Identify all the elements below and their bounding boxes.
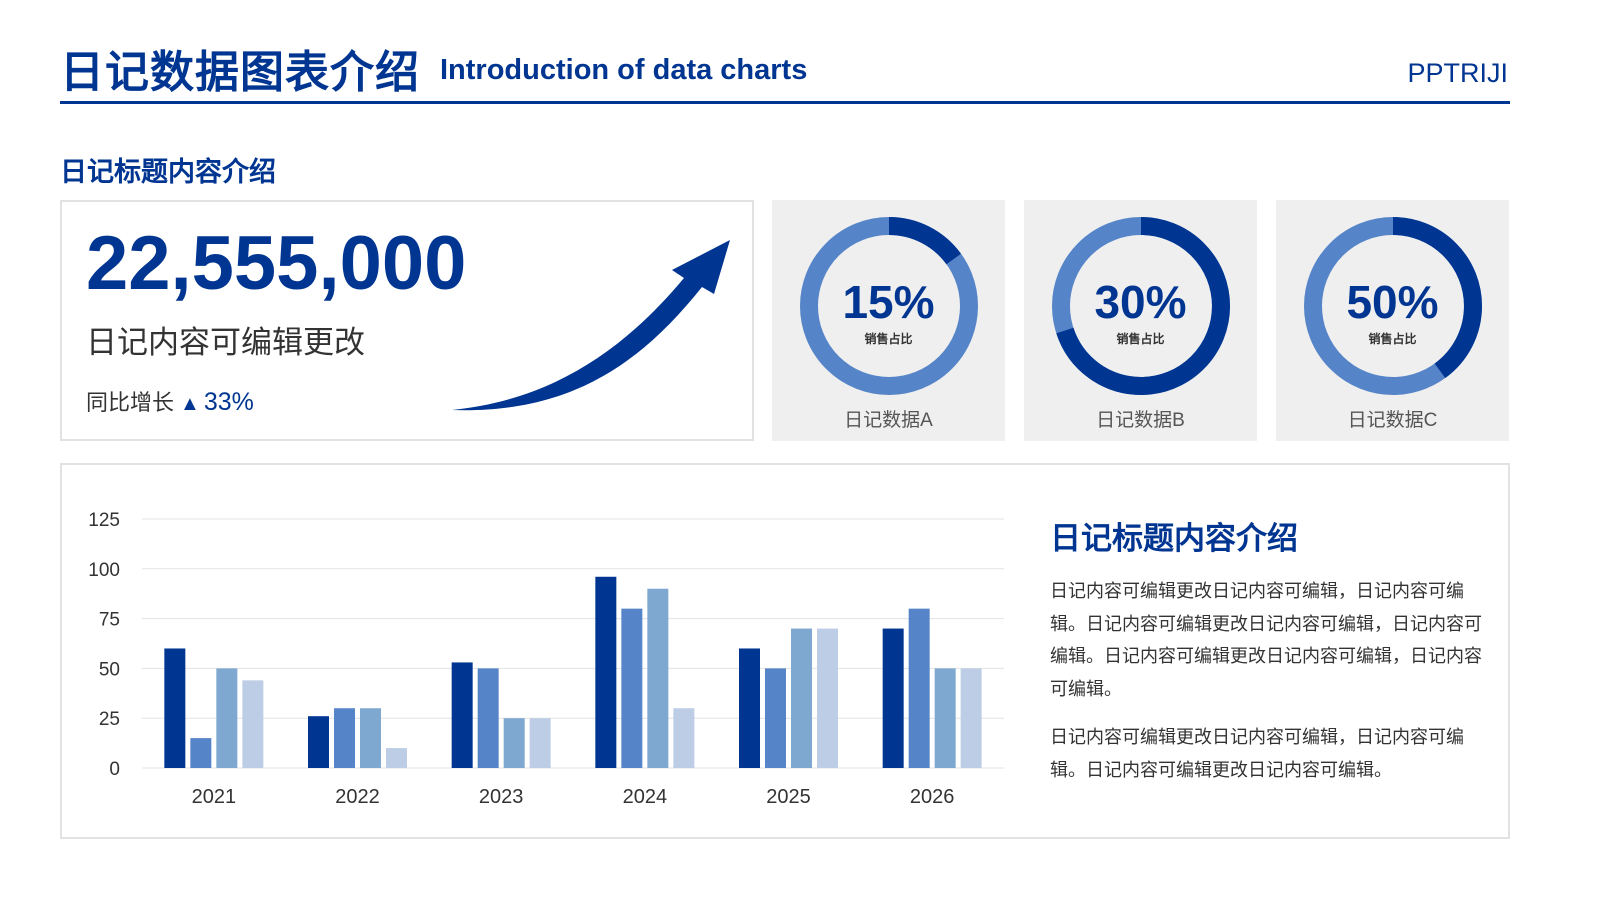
- bar: [960, 668, 982, 768]
- donut-card-a: 15% 销售占比 日记数据A: [772, 200, 1005, 441]
- bar: [529, 718, 551, 768]
- donut-arc: [1304, 217, 1482, 395]
- bar: [216, 668, 238, 768]
- bar: [451, 662, 473, 768]
- bar: [647, 588, 669, 768]
- bar: [360, 708, 381, 768]
- donut-chart-a: [800, 217, 978, 395]
- y-tick-label: 0: [109, 759, 120, 780]
- growth-arrow-icon: [452, 240, 730, 411]
- bar: [477, 668, 499, 768]
- bar: [882, 628, 904, 768]
- donut-percent: 15%: [842, 276, 935, 328]
- header-divider: [60, 101, 1510, 104]
- donut-chart-c: [1304, 217, 1482, 395]
- stat-growth: 同比增长 ▲ 33%: [86, 385, 254, 417]
- triangle-up-icon: ▲: [180, 393, 200, 415]
- x-tick-label: 2021: [192, 786, 237, 808]
- donut-name: 日记数据C: [1347, 410, 1438, 431]
- donut-sub-label: 销售占比: [1368, 332, 1417, 346]
- panel-paragraph-1: 日记内容可编辑更改日记内容可编辑，日记内容可编辑。日记内容可编辑更改日记内容可编…: [1050, 581, 1482, 699]
- bar: [739, 648, 760, 768]
- bar: [934, 668, 956, 768]
- growth-value: 33%: [203, 388, 254, 416]
- donut-name: 日记数据B: [1096, 410, 1185, 431]
- panel-title: 日记标题内容介绍: [1050, 521, 1298, 556]
- panel-paragraph-2: 日记内容可编辑更改日记内容可编辑，日记内容可编辑。日记内容可编辑更改日记内容可编…: [1050, 727, 1464, 780]
- bar: [765, 668, 786, 768]
- y-tick-label: 75: [99, 610, 120, 631]
- bar: [242, 680, 264, 768]
- bar: [386, 748, 407, 768]
- page-title: 日记数据图表介绍: [60, 48, 420, 97]
- y-tick-label: 25: [99, 709, 120, 730]
- y-tick-label: 100: [88, 560, 120, 581]
- bar: [334, 708, 355, 768]
- bar: [308, 716, 329, 768]
- x-tick-label: 2024: [623, 786, 668, 808]
- bar: [503, 718, 525, 768]
- bar: [190, 738, 212, 768]
- bar: [791, 628, 812, 768]
- stat-card: 22,555,000 日记内容可编辑更改 同比增长 ▲ 33%: [60, 200, 754, 441]
- bar: [817, 628, 838, 768]
- donut-chart-b: [1052, 217, 1230, 395]
- bar-chart: 0 25 50 75 100 125 2021 2022 2023 2024 2025 2026: [88, 510, 1004, 808]
- x-tick-label: 2023: [479, 786, 523, 808]
- donut-card-c: 50% 销售占比 日记数据C: [1276, 200, 1509, 441]
- donut-percent: 50%: [1346, 276, 1439, 328]
- x-tick-label: 2025: [766, 786, 811, 808]
- page-subtitle: Introduction of data charts: [440, 54, 808, 86]
- stat-value: 22,555,000: [86, 221, 467, 306]
- y-tick-label: 50: [99, 659, 120, 680]
- stat-description: 日记内容可编辑更改: [86, 325, 365, 360]
- bar: [595, 576, 617, 768]
- donut-arc: [800, 217, 978, 395]
- x-tick-label: 2026: [910, 786, 955, 808]
- section-title: 日记标题内容介绍: [60, 157, 276, 187]
- donut-percent: 30%: [1094, 276, 1187, 328]
- donut-name: 日记数据A: [844, 410, 933, 431]
- donut-sub-label: 销售占比: [864, 332, 913, 346]
- bar: [621, 608, 643, 768]
- x-tick-label: 2022: [335, 786, 380, 808]
- chart-panel: 0 25 50 75 100 125 2021 2022 2023 2024 2025 2026 日记…: [60, 463, 1510, 839]
- donut-sub-label: 销售占比: [1116, 332, 1165, 346]
- bar: [164, 648, 186, 768]
- growth-label: 同比增长: [86, 390, 175, 415]
- bar: [673, 708, 695, 768]
- y-tick-label: 125: [88, 510, 120, 531]
- bar: [908, 608, 930, 768]
- donut-card-b: 30% 销售占比 日记数据B: [1024, 200, 1257, 441]
- brand-logo-text: PPTRIJI: [1407, 58, 1508, 88]
- donut-arc: [1052, 217, 1230, 395]
